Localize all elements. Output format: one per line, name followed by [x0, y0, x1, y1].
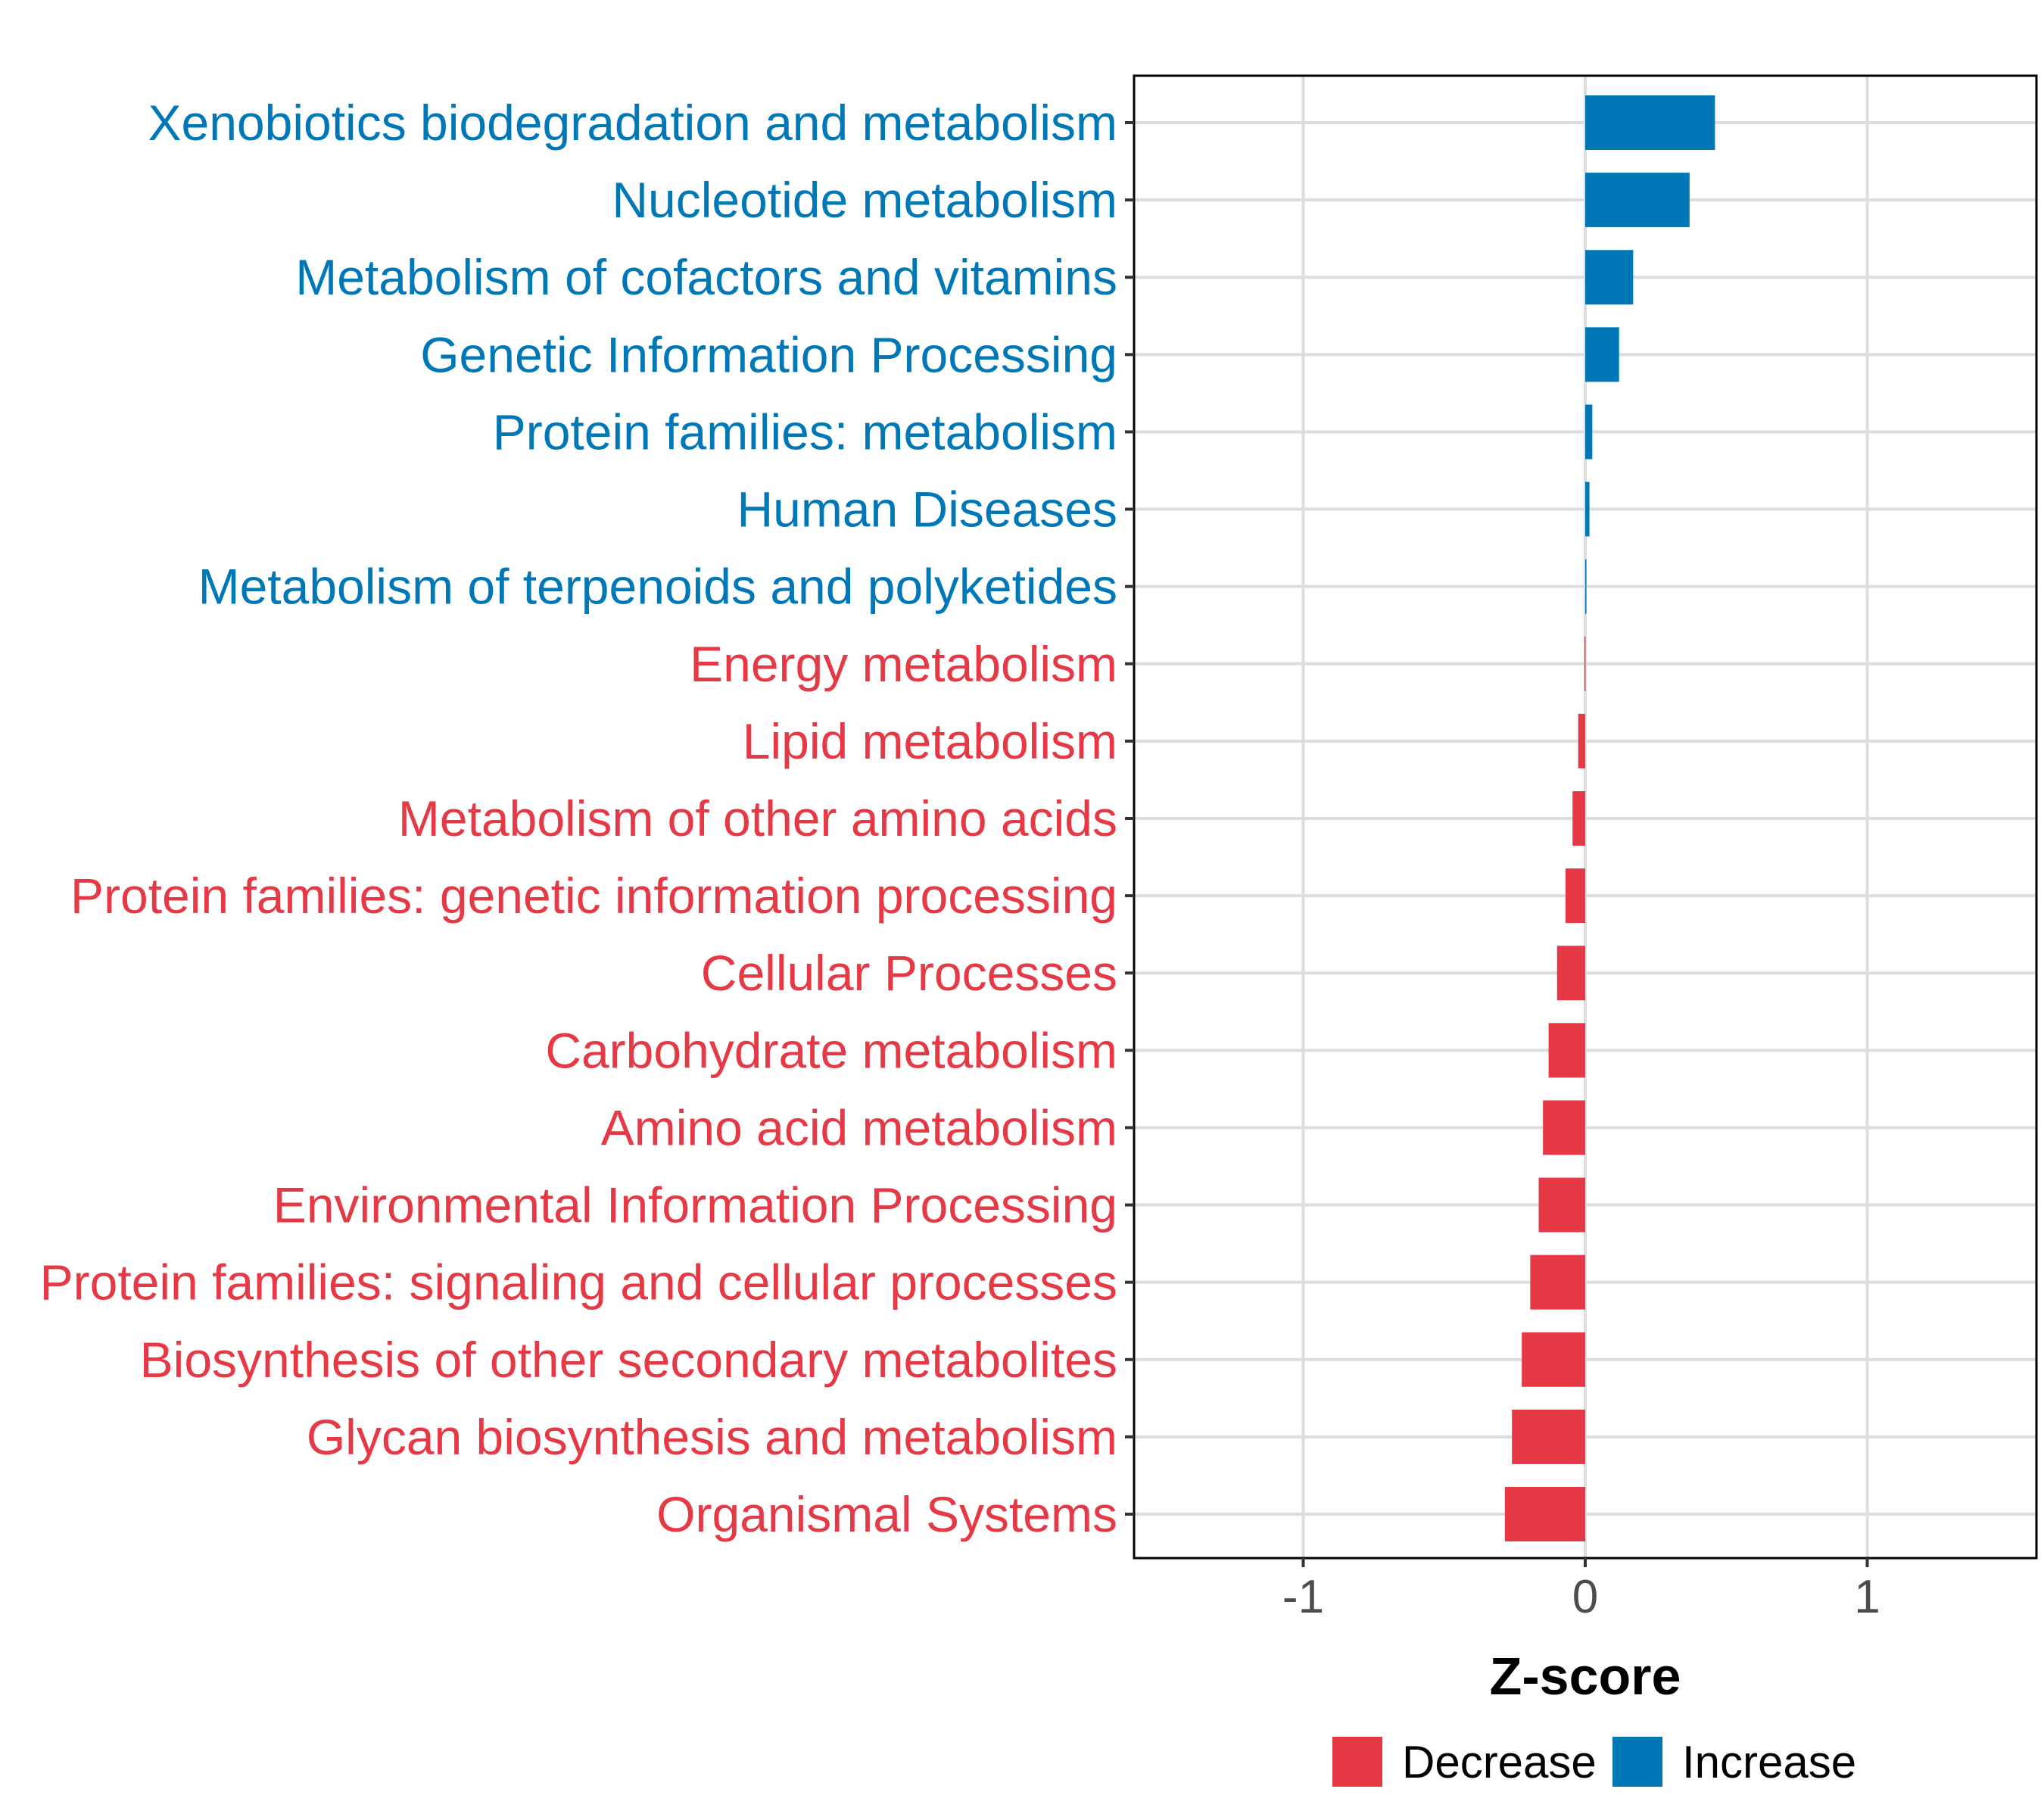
y-tick-label: Protein families: signaling and cellular… [40, 1254, 1117, 1311]
bar [1504, 1487, 1585, 1541]
y-tick-label: Amino acid metabolism [601, 1099, 1117, 1155]
x-tick-label: 0 [1572, 1571, 1598, 1623]
x-axis-title: Z-score [1490, 1647, 1681, 1706]
y-axis-labels: Xenobiotics biodegradation and metabolis… [40, 95, 1117, 1542]
legend: Decrease Increase [1332, 1737, 1856, 1787]
x-axis-ticks: -1 0 1 [1282, 1558, 1880, 1623]
y-tick-label: Metabolism of other amino acids [398, 790, 1117, 846]
legend-swatch-increase [1612, 1737, 1662, 1787]
bar [1585, 250, 1634, 305]
y-tick-label: Nucleotide metabolism [612, 172, 1117, 228]
y-tick-label: Metabolism of terpenoids and polyketides [198, 559, 1117, 615]
bar [1543, 1100, 1585, 1155]
y-axis-ticks [1125, 121, 1134, 1516]
bar [1538, 1177, 1585, 1233]
y-tick-label: Genetic Information Processing [420, 326, 1117, 382]
y-tick-label: Protein families: metabolism [493, 404, 1117, 460]
legend-label-increase: Increase [1682, 1737, 1856, 1787]
bar [1522, 1332, 1585, 1387]
bar [1565, 868, 1585, 924]
y-tick-label: Biosynthesis of other secondary metaboli… [140, 1332, 1117, 1388]
y-tick-label: Cellular Processes [701, 945, 1117, 1001]
bar [1512, 1409, 1585, 1464]
bar [1578, 713, 1585, 768]
bar [1585, 95, 1715, 150]
bar [1548, 1023, 1585, 1078]
bar [1572, 791, 1585, 846]
bar [1585, 559, 1587, 614]
y-tick-label: Carbohydrate metabolism [545, 1022, 1117, 1078]
y-tick-label: Environmental Information Processing [273, 1177, 1117, 1233]
y-tick-label: Human Diseases [737, 482, 1117, 538]
bars [1504, 95, 1715, 1541]
x-tick-label: -1 [1282, 1571, 1324, 1623]
y-tick-label: Metabolism of cofactors and vitamins [295, 249, 1117, 305]
y-tick-label: Energy metabolism [690, 636, 1117, 692]
bar [1585, 404, 1593, 460]
bar [1585, 173, 1690, 228]
bar [1530, 1254, 1585, 1310]
bar [1585, 482, 1590, 537]
bar [1556, 946, 1585, 1001]
x-tick-label: 1 [1854, 1571, 1880, 1623]
legend-swatch-decrease [1332, 1737, 1382, 1787]
legend-label-decrease: Decrease [1402, 1737, 1597, 1787]
y-tick-label: Xenobiotics biodegradation and metabolis… [148, 95, 1118, 151]
y-tick-label: Protein families: genetic information pr… [70, 868, 1117, 924]
bar [1585, 327, 1619, 382]
bar [1584, 636, 1586, 691]
y-tick-label: Lipid metabolism [743, 713, 1117, 769]
y-tick-label: Organismal Systems [656, 1486, 1117, 1542]
y-tick-label: Glycan biosynthesis and metabolism [307, 1409, 1117, 1465]
